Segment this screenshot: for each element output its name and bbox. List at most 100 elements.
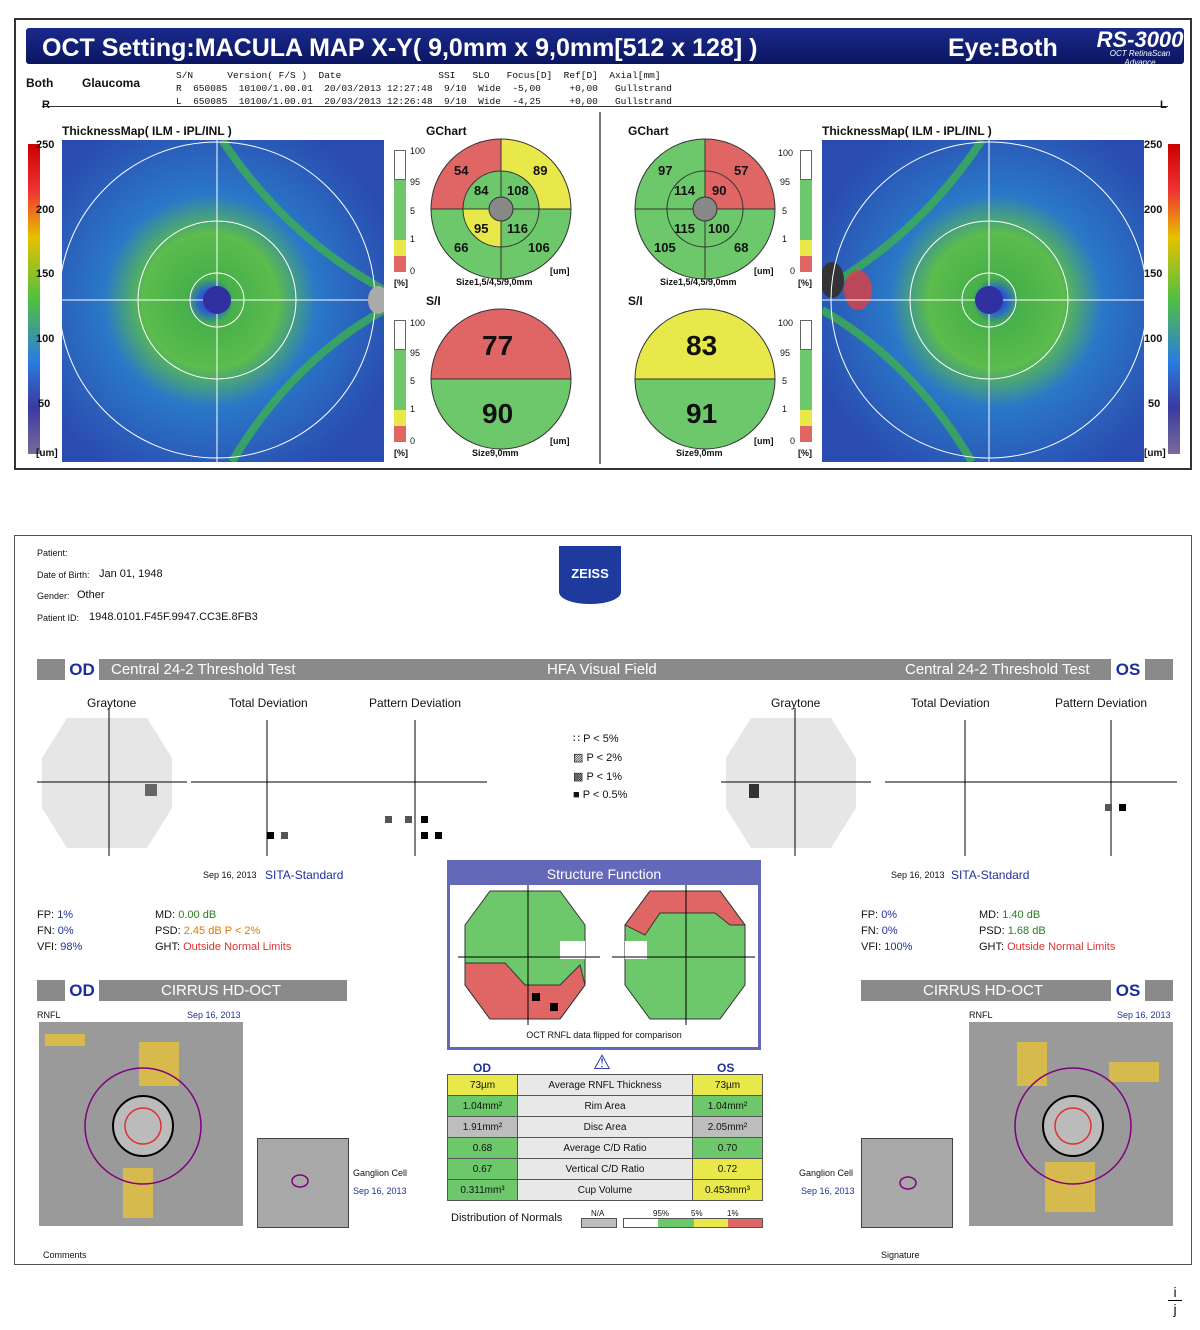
psd-label: PSD:	[155, 925, 181, 937]
signature-label: Signature	[881, 1250, 920, 1260]
parameter-label: Average C/D Ratio	[517, 1137, 693, 1159]
dist-tick-1: 1%	[727, 1209, 739, 1218]
p1-icon: ▩	[573, 771, 587, 783]
legend-p1: P < 1%	[586, 771, 623, 783]
logo-sub2: Advance	[1124, 58, 1156, 67]
od-value: 1.04mm²	[447, 1095, 518, 1117]
pct-tick: 0	[410, 266, 416, 276]
logo-text: RS-3000	[1096, 27, 1184, 52]
dob-label: Date of Birth:	[37, 570, 90, 580]
gchart-l-inner-tl: 114	[674, 183, 695, 198]
table-row: 1.04mm² Rim Area 1.04mm²	[447, 1095, 763, 1117]
gchart-r-outer-tl: 54	[454, 163, 469, 178]
od-total-dev-label: Total Deviation	[229, 696, 308, 710]
si-title-l: S/I	[628, 294, 643, 308]
fp-label: FP:	[861, 909, 879, 921]
od-cirrus-label: OD	[65, 980, 99, 1001]
pct-tick: 5	[782, 206, 788, 216]
dist-tick-5: 5%	[691, 1209, 703, 1218]
od-value: 0.68	[447, 1137, 518, 1159]
ght-label: GHT:	[979, 941, 1005, 953]
side-l-label: L	[1160, 99, 1167, 111]
od-strategy: SITA-Standard	[265, 868, 344, 882]
side-r-label: R	[42, 99, 50, 111]
cbar-l-tick-200: 200	[1144, 204, 1163, 216]
patient-label: Patient:	[37, 548, 68, 558]
p2-icon: ▨	[573, 752, 587, 764]
table-od-head: OD	[473, 1061, 491, 1075]
os-total-dev-label: Total Deviation	[911, 696, 990, 710]
gchart-l-unit: [um]	[754, 266, 774, 276]
cbar-l-tick-100: 100	[1144, 333, 1163, 345]
figure-mark-bottom: j	[1168, 1300, 1182, 1317]
cbar-r-tick-150: 150	[36, 268, 55, 280]
pct-tick: 1	[410, 404, 416, 414]
ght-label: GHT:	[155, 941, 181, 953]
structure-function-title: Structure Function	[450, 863, 758, 885]
si-l-size: Size9,0mm	[676, 448, 723, 458]
pct-tick: 1	[782, 234, 788, 244]
si-l-unit: [um]	[754, 436, 774, 446]
pct-tick: 95	[780, 348, 791, 358]
od-fp: 1%	[57, 909, 74, 921]
pct-tick: 95	[780, 177, 791, 187]
parameter-label: Vertical C/D Ratio	[517, 1158, 693, 1180]
gchart-r-inner-tr: 108	[507, 183, 529, 198]
p5-icon: ∷	[573, 733, 584, 745]
os-vfi: 100%	[884, 941, 913, 953]
os-value: 1.04mm²	[692, 1095, 763, 1117]
pct-bar-gchart-r	[394, 150, 406, 272]
os-strategy: SITA-Standard	[951, 868, 1030, 882]
cbar-r-tick-250: 250	[36, 139, 55, 151]
od-md: 0.00 dB	[178, 909, 217, 921]
pct-tick: 0	[790, 266, 796, 276]
od-stats-left: FP: 1% FN: 0% VFI: 98%	[37, 907, 82, 955]
pct-tick: 5	[782, 376, 788, 386]
pct-bar-gchart-l	[800, 150, 812, 272]
comments-label: Comments	[43, 1250, 87, 1260]
zeiss-logo: ZEISS	[559, 546, 621, 604]
gchart-r-unit: [um]	[550, 266, 570, 276]
gchart-r-outer-bl: 66	[454, 240, 469, 255]
gchart-r-outer-br: 106	[528, 240, 550, 255]
fp-label: FP:	[37, 909, 55, 921]
pct-unit: [%]	[798, 448, 812, 458]
od-psd: 2.45 dB P < 2%	[183, 925, 261, 937]
od-ganglion-ellipse	[291, 1174, 309, 1188]
os-cirrus-bar	[861, 980, 1173, 1001]
si-chart-r	[430, 308, 572, 450]
warning-icon: ⚠	[593, 1052, 611, 1074]
structure-function-plots	[458, 885, 755, 1025]
od-ganglion-label: Ganglion Cell	[353, 1168, 408, 1178]
os-cirrus-label: OS	[1111, 980, 1145, 1001]
gchart-l-outer-br: 68	[734, 240, 749, 255]
cbar-l-tick-50: 50	[1148, 398, 1161, 410]
rl-divider-line	[42, 106, 1168, 107]
od-graytone-label: Graytone	[87, 696, 137, 710]
dist-tick-95: 95%	[653, 1209, 670, 1218]
pct-tick: 100	[778, 318, 794, 328]
gchart-l-size: Size1,5/4,5/9,0mm	[660, 277, 737, 287]
fn-label: FN:	[37, 925, 55, 937]
gchart-l-inner-br: 100	[708, 221, 730, 236]
gchart-r-size: Size1,5/4,5/9,0mm	[456, 277, 533, 287]
os-fn: 0%	[881, 925, 898, 937]
oct-title: OCT Setting:MACULA MAP X-Y( 9,0mm x 9,0m…	[42, 34, 758, 62]
od-value: 73µm	[447, 1074, 518, 1096]
od-stats-right: MD: 0.00 dB PSD: 2.45 dB P < 2% GHT: Out…	[155, 907, 291, 955]
os-value: 2.05mm²	[692, 1116, 763, 1138]
rnfl-parameter-table: 73µm Average RNFL Thickness 73µm 1.04mm² Rim…	[447, 1074, 763, 1201]
os-ght: Outside Normal Limits	[1007, 941, 1116, 953]
os-test-name: Central 24-2 Threshold Test	[905, 661, 1090, 678]
gender-label: Gender:	[37, 591, 70, 601]
gchart-title-r: GChart	[426, 124, 467, 138]
si-chart-l	[634, 308, 776, 450]
table-row: 0.67 Vertical C/D Ratio 0.72	[447, 1158, 763, 1180]
pct-tick: 95	[410, 177, 421, 187]
od-value: 1.91mm²	[447, 1116, 518, 1138]
figure-mark: i j	[1168, 1284, 1182, 1317]
na-label: N/A	[591, 1209, 605, 1218]
pct-tick: 100	[410, 146, 426, 156]
cbar-r-tick-100: 100	[36, 333, 55, 345]
hfa-center-title: HFA Visual Field	[547, 661, 657, 678]
